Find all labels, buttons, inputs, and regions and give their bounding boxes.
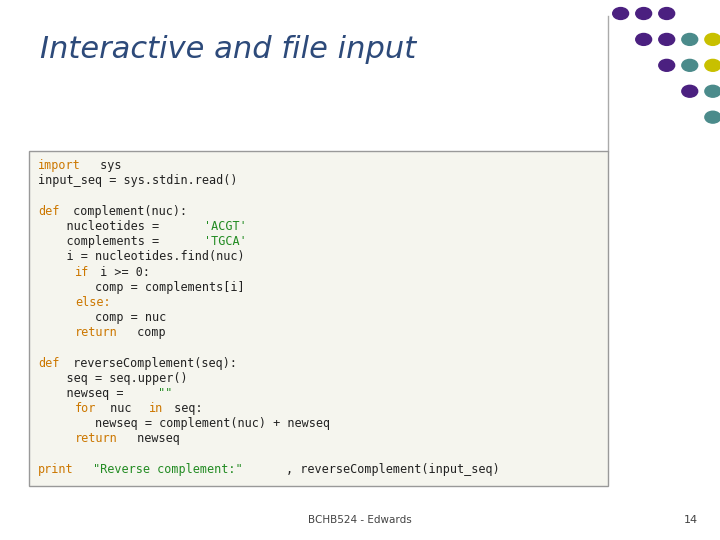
Circle shape	[659, 33, 675, 45]
Text: print: print	[38, 463, 73, 476]
Circle shape	[705, 33, 720, 45]
Text: Interactive and file input: Interactive and file input	[40, 35, 416, 64]
FancyBboxPatch shape	[29, 151, 608, 486]
Circle shape	[705, 111, 720, 123]
Circle shape	[705, 59, 720, 71]
Circle shape	[659, 8, 675, 19]
Text: def: def	[38, 205, 60, 218]
Text: seq = seq.upper(): seq = seq.upper()	[38, 372, 188, 384]
Text: newseq: newseq	[130, 433, 180, 446]
Circle shape	[682, 59, 698, 71]
Text: nuc: nuc	[102, 402, 138, 415]
Circle shape	[682, 85, 698, 97]
Text: newseq =: newseq =	[38, 387, 131, 400]
Text: 'TGCA': 'TGCA'	[204, 235, 246, 248]
Text: if: if	[75, 266, 89, 279]
Text: "": ""	[158, 387, 172, 400]
Circle shape	[636, 33, 652, 45]
Circle shape	[682, 33, 698, 45]
Text: comp = nuc: comp = nuc	[38, 311, 166, 324]
Text: input_seq = sys.stdin.read(): input_seq = sys.stdin.read()	[38, 174, 238, 187]
Circle shape	[659, 59, 675, 71]
Text: 14: 14	[684, 515, 698, 525]
Text: comp: comp	[130, 326, 166, 339]
Circle shape	[636, 8, 652, 19]
Text: complements =: complements =	[38, 235, 166, 248]
Text: return: return	[75, 433, 117, 446]
Text: newseq = complement(nuc) + newseq: newseq = complement(nuc) + newseq	[38, 417, 330, 430]
Text: seq:: seq:	[167, 402, 202, 415]
Text: 'ACGT': 'ACGT'	[204, 220, 246, 233]
Text: for: for	[75, 402, 96, 415]
Text: sys: sys	[94, 159, 122, 172]
Text: "Reverse complement:": "Reverse complement:"	[94, 463, 243, 476]
Text: BCHB524 - Edwards: BCHB524 - Edwards	[308, 515, 412, 525]
Text: nucleotides =: nucleotides =	[38, 220, 166, 233]
Text: comp = complements[i]: comp = complements[i]	[38, 281, 245, 294]
Text: , reverseComplement(input_seq): , reverseComplement(input_seq)	[287, 463, 500, 476]
Text: i >= 0:: i >= 0:	[94, 266, 150, 279]
Text: def: def	[38, 356, 60, 369]
Text: reverseComplement(seq):: reverseComplement(seq):	[66, 356, 237, 369]
Text: complement(nuc):: complement(nuc):	[66, 205, 187, 218]
Text: in: in	[148, 402, 163, 415]
Text: else:: else:	[75, 296, 111, 309]
Text: i = nucleotides.find(nuc): i = nucleotides.find(nuc)	[38, 251, 245, 264]
Text: return: return	[75, 326, 117, 339]
Circle shape	[705, 85, 720, 97]
Text: import: import	[38, 159, 81, 172]
Circle shape	[613, 8, 629, 19]
